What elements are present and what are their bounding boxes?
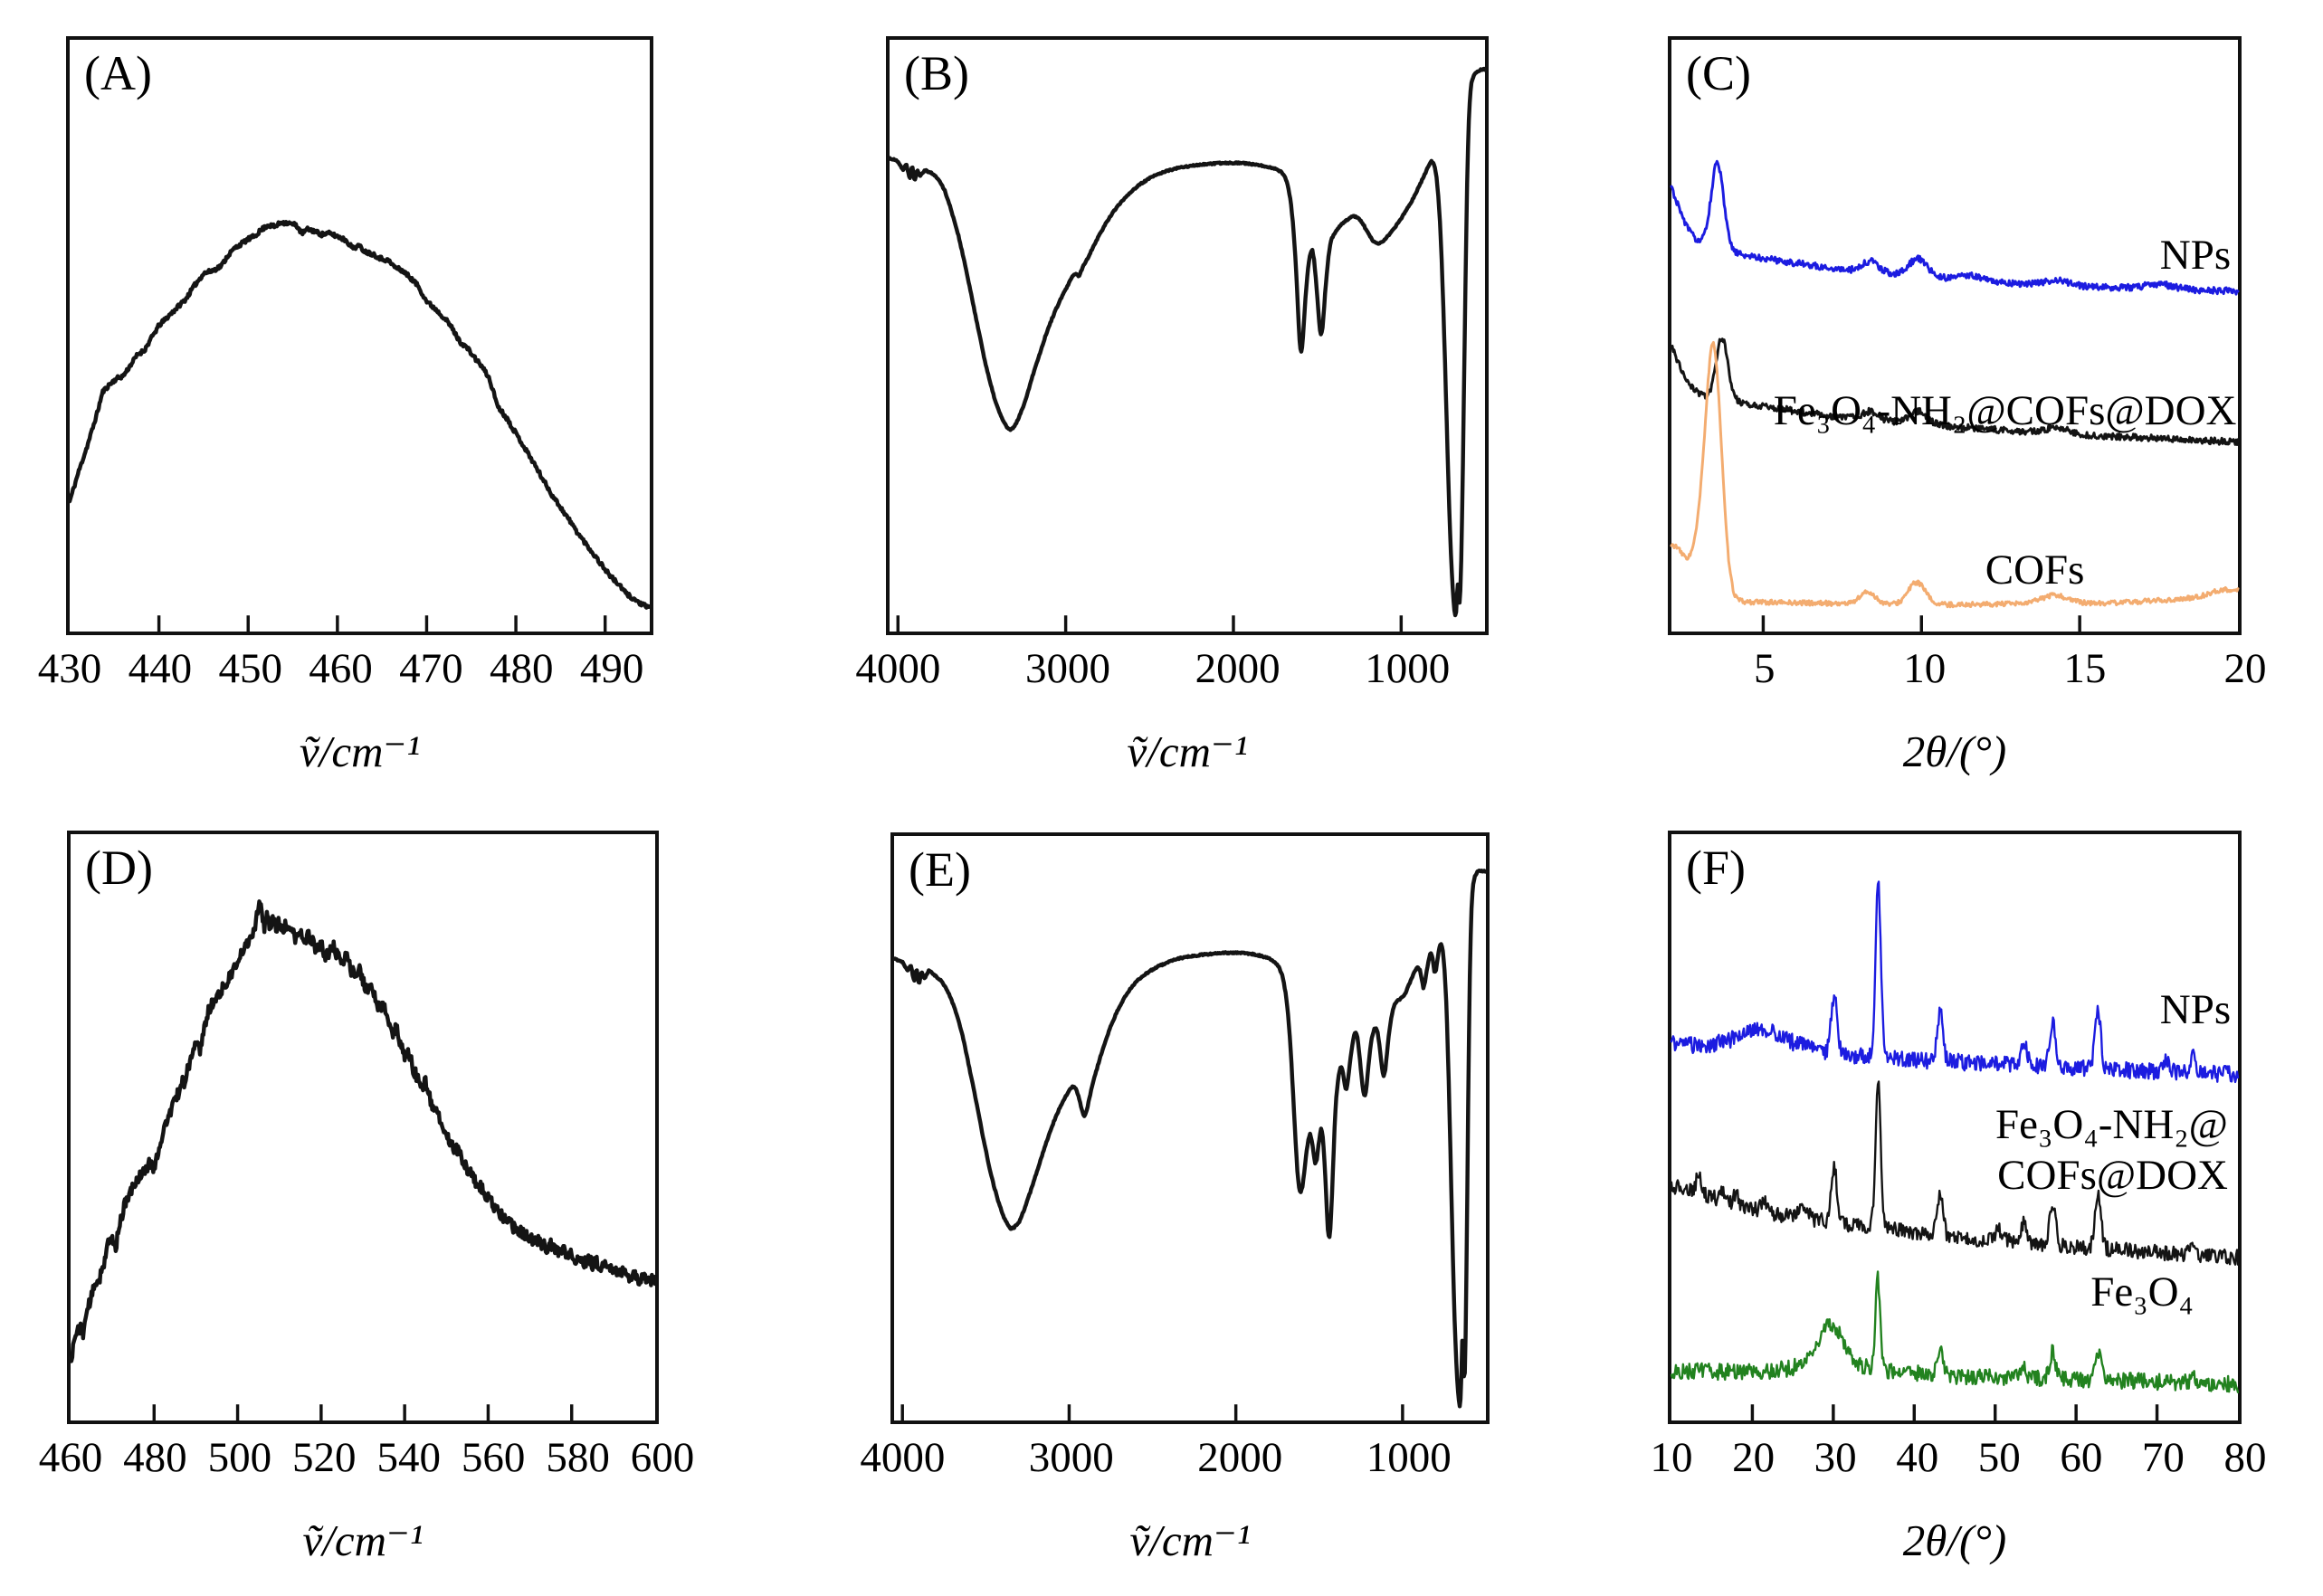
series-curve-nps xyxy=(1670,159,2240,296)
x-tick-label: 490 xyxy=(579,645,644,692)
x-tick-label: 560 xyxy=(461,1434,526,1481)
series-curve-spectrum xyxy=(68,899,658,1363)
x-tick-label: 10 xyxy=(1650,1434,1693,1481)
x-tick-label: 2000 xyxy=(1197,1434,1283,1481)
x-tick-label: 1000 xyxy=(1365,645,1451,692)
legend-label-cofs-dox: COFs@DOX xyxy=(1997,1152,2228,1200)
series-curve-spectrum xyxy=(67,220,652,610)
plot-area-a xyxy=(67,220,652,632)
panel-f: (F) 10 20 30 40 50 60 70 80 2θ/(°) NPs Fe₃O₄-NH₂@ CO… xyxy=(1651,831,2267,1564)
x-tick-label: 30 xyxy=(1814,1434,1857,1481)
x-tick-label: 40 xyxy=(1896,1434,1939,1481)
panel-c: (C) 5 10 15 20 2θ/(°) NPs Fe₃O₄-NH₂@COFs@DOX COF… xyxy=(1668,36,2267,775)
series-curve-fe3o4-nh2-cofs-dox xyxy=(1670,337,2240,447)
x-axis-title: ṽ/cm⁻¹ xyxy=(302,1515,424,1565)
plot-area-d xyxy=(68,899,658,1420)
x-tick-label: 470 xyxy=(399,645,463,692)
x-tick-label: 60 xyxy=(2060,1434,2103,1481)
panel-b: (B) 4000 3000 2000 1000 ṽ/cm⁻¹ xyxy=(855,36,1489,775)
series-curve-ftir xyxy=(887,66,1488,618)
legend-label-fe-o-: Fe₃O₄ xyxy=(2090,1268,2194,1316)
x-tick-label: 480 xyxy=(489,645,554,692)
panel-letter: (D) xyxy=(85,841,153,895)
series-curve-nps xyxy=(1670,880,2240,1084)
legend-label-fe-o-nh-cofs-dox: Fe₃O₄-NH₂@COFs@DOX xyxy=(1773,387,2237,435)
panel-letter: (E) xyxy=(909,842,971,897)
x-tick-label: 460 xyxy=(309,645,373,692)
x-tick-label: 580 xyxy=(546,1434,610,1481)
x-axis-title: ṽ/cm⁻¹ xyxy=(1127,727,1248,776)
x-tick-label: 480 xyxy=(123,1434,187,1481)
panel-letter: (C) xyxy=(1686,46,1751,100)
panel-e: (E) 4000 3000 2000 1000 ṽ/cm⁻¹ xyxy=(860,832,1490,1564)
x-axis-title: 2θ/(°) xyxy=(1902,727,2007,776)
x-tick-label: 460 xyxy=(38,1434,103,1481)
x-tick-label: 70 xyxy=(2141,1434,2185,1481)
plot-area-e xyxy=(891,869,1489,1420)
series-curve-fe3o4-nh2-cofs-dox xyxy=(1670,1080,2240,1266)
legend-label-cofs: COFs xyxy=(1985,546,2085,594)
x-tick-label: 50 xyxy=(1977,1434,2021,1481)
plot-area-f xyxy=(1670,880,2240,1420)
x-tick-label: 15 xyxy=(2063,645,2107,692)
x-tick-label: 600 xyxy=(630,1434,695,1481)
x-tick-label: 450 xyxy=(218,645,282,692)
legend-label-nps: NPs xyxy=(2159,232,2232,280)
x-tick-label: 20 xyxy=(2223,645,2267,692)
x-tick-label: 5 xyxy=(1753,645,1776,692)
plot-area-c xyxy=(1670,159,2240,632)
series-curve-ftir xyxy=(891,869,1489,1409)
legend-label-fe-o-nh-: Fe₃O₄-NH₂@ xyxy=(1995,1101,2228,1149)
panel-letter: (B) xyxy=(904,46,969,100)
x-tick-label: 430 xyxy=(37,645,102,692)
series-curve-fe3o4 xyxy=(1670,1270,2240,1393)
x-tick-label: 4000 xyxy=(860,1434,946,1481)
x-tick-label: 3000 xyxy=(1028,1434,1114,1481)
x-tick-label: 440 xyxy=(128,645,193,692)
x-tick-label: 500 xyxy=(207,1434,272,1481)
x-tick-label: 10 xyxy=(1903,645,1947,692)
panel-d: (D) 460 480 500 520 540 560 580 600 ṽ/cm⁻¹ xyxy=(39,831,694,1564)
plot-area-b xyxy=(887,66,1488,632)
legend-label-nps: NPs xyxy=(2159,985,2232,1033)
x-axis-title: ṽ/cm⁻¹ xyxy=(299,727,421,776)
x-tick-label: 540 xyxy=(376,1434,441,1481)
x-axis-title: ṽ/cm⁻¹ xyxy=(1129,1515,1251,1565)
x-tick-label: 80 xyxy=(2223,1434,2267,1481)
x-axis-title: 2θ/(°) xyxy=(1902,1515,2007,1565)
panel-letter: (F) xyxy=(1686,841,1746,895)
panel-a: (A) 430 440 450 460 470 480 490 ṽ/cm⁻¹ xyxy=(38,36,653,775)
x-tick-label: 2000 xyxy=(1195,645,1281,692)
series-curve-cofs xyxy=(1670,340,2240,609)
x-tick-label: 3000 xyxy=(1024,645,1110,692)
x-tick-label: 20 xyxy=(1732,1434,1776,1481)
x-tick-label: 1000 xyxy=(1366,1434,1452,1481)
panel-letter: (A) xyxy=(84,46,152,100)
x-tick-label: 520 xyxy=(292,1434,357,1481)
x-tick-label: 4000 xyxy=(855,645,941,692)
